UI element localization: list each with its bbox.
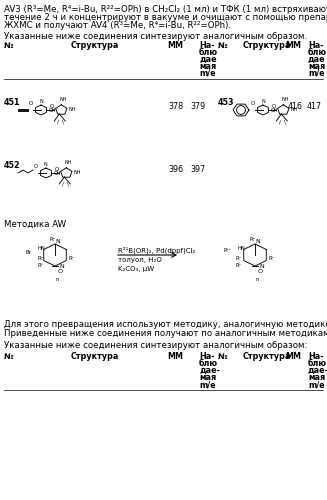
Text: O: O [258,269,263,274]
Text: N: N [260,264,264,268]
Text: n: n [55,277,59,282]
Text: AV3 (R³=Me, R⁴=i-Bu, R²²=OPh) в CH₂Cl₂ (1 мл) и ТФК (1 мл) встряхивают в: AV3 (R³=Me, R⁴=i-Bu, R²²=OPh) в CH₂Cl₂ (… [4,5,327,14]
Text: №: № [4,41,14,50]
Text: n: n [255,277,259,282]
Text: 379: 379 [190,102,205,111]
Text: ЖХМС и получают AV4 (R³=Me, R⁴=i-Bu, R²²=OPh).: ЖХМС и получают AV4 (R³=Me, R⁴=i-Bu, R²²… [4,21,231,30]
Text: 451: 451 [4,98,21,107]
Text: На-: На- [308,41,323,50]
Text: Структура: Структура [71,41,119,50]
Text: R²¹B(OR)₂, Pd(dppf)Cl₂: R²¹B(OR)₂, Pd(dppf)Cl₂ [118,247,195,254]
Text: мая: мая [308,62,325,71]
Text: №: № [218,41,228,50]
Text: N: N [44,162,48,167]
Text: Br: Br [26,250,32,255]
Text: толуол, H₂O: толуол, H₂O [118,257,162,263]
Text: дае: дае [199,55,216,64]
Text: №: № [218,352,228,361]
Text: NH: NH [73,170,81,175]
Text: 452: 452 [4,161,21,170]
Text: OH: OH [53,171,61,176]
Text: блю: блю [199,48,218,57]
Text: Указанные ниже соединения синтезируют аналогичным образом:: Указанные ниже соединения синтезируют ан… [4,341,307,350]
Text: №: № [4,352,14,361]
Text: Структура: Структура [243,352,291,361]
Text: ММ: ММ [167,41,183,50]
Text: 453: 453 [218,98,234,107]
Text: N: N [55,239,60,244]
Text: O: O [29,101,33,106]
Text: \: \ [62,119,64,124]
Text: Структура: Структура [243,41,291,50]
Text: /: / [57,119,59,124]
Text: R⁴: R⁴ [38,256,44,261]
Text: На-: На- [199,41,215,50]
Text: \: \ [284,119,286,124]
Text: R²: R² [49,237,55,242]
Text: /: / [279,119,281,124]
Text: O: O [54,167,59,172]
Text: NH: NH [68,107,76,112]
Text: Приведенные ниже соединения получают по аналогичным методикам.: Приведенные ниже соединения получают по … [4,329,327,338]
Text: R¹: R¹ [68,256,74,260]
Text: \: \ [67,182,69,187]
Text: блю: блю [199,359,218,368]
Text: O: O [271,104,276,109]
Text: NH: NH [59,97,67,102]
Text: OH: OH [270,108,278,113]
Text: O: O [34,164,38,169]
Text: ММ: ММ [285,41,301,50]
Text: течение 2 ч и концентрируют в вакууме и очищают с помощью препаративной: течение 2 ч и концентрируют в вакууме и … [4,13,327,22]
Text: мая: мая [308,373,325,382]
Text: Структура: Структура [71,352,119,361]
Text: Методика AW: Методика AW [4,220,66,229]
Text: m/e: m/e [199,380,215,389]
Text: R¹: R¹ [268,256,274,260]
Text: OH: OH [48,108,56,113]
Text: мая: мая [199,373,216,382]
Text: дае-: дае- [199,366,220,375]
Text: 378: 378 [168,102,183,111]
Text: HN: HN [38,246,46,251]
Text: N: N [60,264,64,268]
Text: дае: дае [308,55,326,64]
Text: Указанные ниже соединения синтезируют аналогичным образом.: Указанные ниже соединения синтезируют ан… [4,32,307,41]
Text: O: O [251,101,255,106]
Text: R²¹: R²¹ [224,248,232,253]
Text: На-: На- [308,352,323,361]
Text: m/e: m/e [308,380,325,389]
Text: Для этого превращения используют методику, аналогичную методике U.: Для этого превращения используют методик… [4,320,327,329]
Text: m/e: m/e [199,69,215,78]
Text: O: O [58,269,63,274]
Text: HN: HN [238,246,246,251]
Text: R³: R³ [38,263,44,268]
Text: R²: R² [249,237,255,242]
Text: 417: 417 [307,102,322,111]
Text: m/e: m/e [308,69,325,78]
Text: N: N [261,99,265,104]
Text: R⁴: R⁴ [236,256,242,261]
Text: На-: На- [199,352,215,361]
Text: 416: 416 [288,102,303,111]
Text: R³: R³ [236,263,242,268]
Text: N: N [39,99,43,104]
Text: NH: NH [290,107,298,112]
Text: ММ: ММ [285,352,301,361]
Text: блю: блю [308,48,327,57]
Text: 396: 396 [168,165,183,174]
Text: блю: блю [308,359,327,368]
Text: 397: 397 [190,165,205,174]
Text: ММ: ММ [167,352,183,361]
Text: O: O [49,104,54,109]
Text: NH: NH [64,160,72,165]
Text: NH: NH [281,97,289,102]
Text: K₂CO₃, μW: K₂CO₃, μW [118,266,154,272]
Text: мая: мая [199,62,216,71]
Text: /: / [62,182,64,187]
Text: N: N [255,239,260,244]
Text: дае-: дае- [308,366,327,375]
